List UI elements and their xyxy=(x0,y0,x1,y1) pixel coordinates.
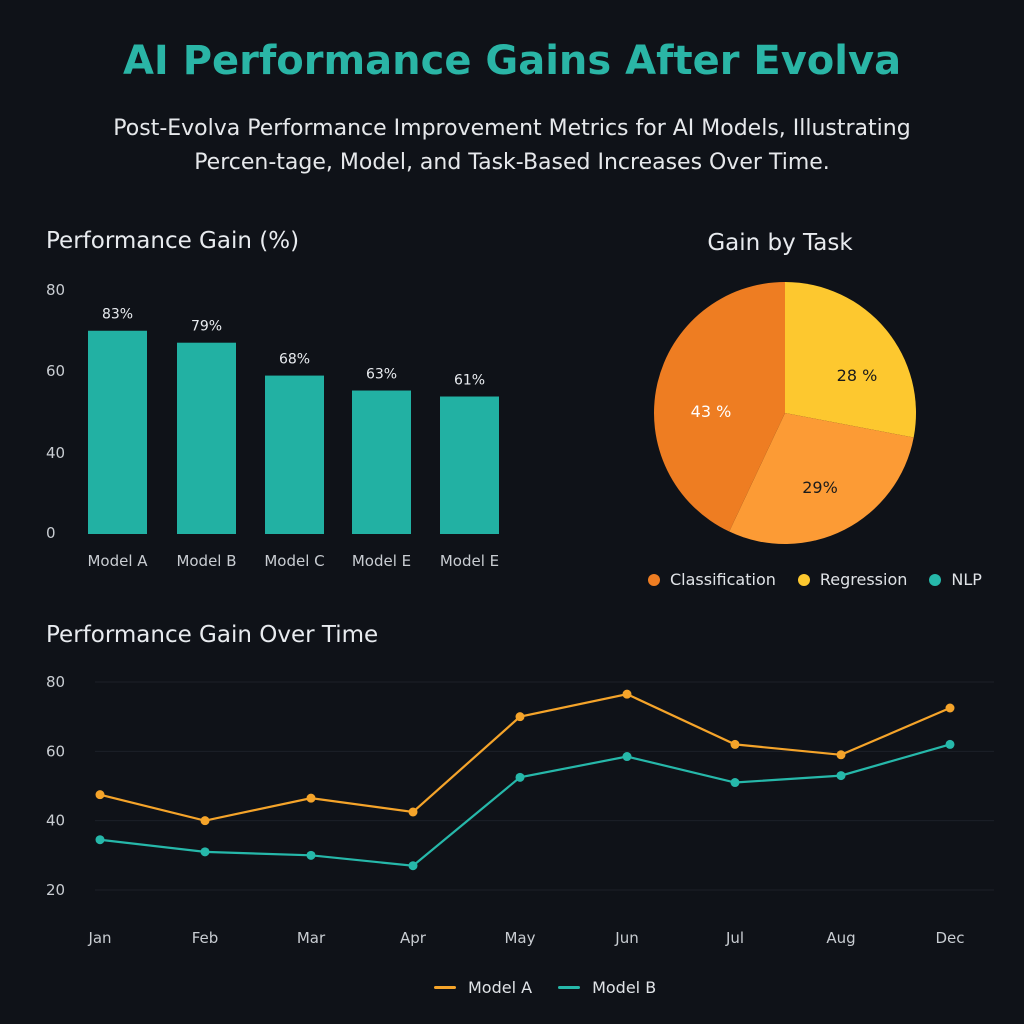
line-x-tick: Jan xyxy=(87,929,111,947)
bar-x-tick: Model E xyxy=(440,552,499,570)
series-point xyxy=(836,750,846,760)
bar-data-label: 68% xyxy=(279,352,310,368)
legend-label: Regression xyxy=(819,570,908,589)
series-point xyxy=(200,847,210,857)
series-point xyxy=(622,752,632,762)
pie-slice xyxy=(785,282,916,438)
line-x-tick: Jun xyxy=(614,929,638,947)
bar-y-tick: 0 xyxy=(46,524,56,542)
bar-data-label: 79% xyxy=(191,319,222,335)
series-point xyxy=(408,861,418,871)
line-x-tick: Feb xyxy=(192,929,219,947)
bar-y-tick: 40 xyxy=(46,444,65,462)
series-point xyxy=(622,689,632,699)
series-point xyxy=(945,703,955,713)
series-point xyxy=(408,807,418,817)
series-point xyxy=(95,790,105,800)
line-legend-item: Model A xyxy=(434,978,532,997)
bar-data-label: 63% xyxy=(366,367,397,383)
bar-x-tick: Model B xyxy=(176,552,236,570)
legend-label: NLP xyxy=(951,570,982,589)
series-point xyxy=(306,850,316,860)
bar-chart-title: Performance Gain (%) xyxy=(46,228,300,254)
bar-data-label: 61% xyxy=(454,373,485,389)
series-point xyxy=(836,771,846,781)
series-point xyxy=(95,835,105,845)
line-x-tick: Apr xyxy=(400,929,427,947)
line-y-tick: 60 xyxy=(46,742,65,760)
legend-dot-icon xyxy=(929,573,942,586)
line-y-tick: 20 xyxy=(46,881,65,899)
legend-dot-icon xyxy=(648,573,660,586)
pie-slice-label: 28 % xyxy=(837,366,878,385)
pie-slice-label: 43 % xyxy=(691,402,732,421)
series-point xyxy=(515,772,525,782)
bar xyxy=(177,342,236,534)
legend-line-icon xyxy=(434,986,456,989)
legend-label: Model A xyxy=(468,978,533,997)
line-legend-item: Model B xyxy=(558,978,656,997)
bar xyxy=(440,396,499,534)
legend-label: Model B xyxy=(592,978,657,997)
pie-slice xyxy=(654,282,785,532)
bar-y-tick: 80 xyxy=(46,281,65,299)
pie-legend: Classification Regression NLP xyxy=(648,570,982,589)
line-x-tick: Jul xyxy=(725,929,744,947)
subtitle: Post-Evolva Performance Improvement Metr… xyxy=(113,116,911,175)
series-line xyxy=(99,692,951,822)
legend-label: Classification xyxy=(670,570,776,589)
pie-chart-title: Gain by Task xyxy=(707,230,853,256)
series-point xyxy=(945,739,955,749)
line-x-tick: Aug xyxy=(826,929,855,947)
line-x-tick: May xyxy=(504,929,535,947)
pie-legend-item: Classification xyxy=(648,570,776,589)
series-point xyxy=(730,778,740,788)
series-point xyxy=(200,816,210,826)
bar-x-tick: Model E xyxy=(352,552,411,570)
line-chart-title: Performance Gain Over Time xyxy=(46,622,379,648)
bar-x-tick: Model A xyxy=(87,552,148,570)
series-point xyxy=(515,712,525,722)
bar-x-tick: Model C xyxy=(264,552,324,570)
legend-dot-icon xyxy=(797,573,810,586)
bar xyxy=(265,375,324,534)
pie-slice-label: 29% xyxy=(802,478,838,497)
line-x-tick: Mar xyxy=(297,929,326,947)
bar-data-label: 83% xyxy=(102,307,133,323)
series-line xyxy=(99,743,951,867)
pie-legend-item: NLP xyxy=(929,570,982,589)
bar xyxy=(352,390,411,534)
bar-y-tick: 60 xyxy=(46,362,65,380)
line-y-tick: 40 xyxy=(46,812,65,830)
line-legend: Model A Model B xyxy=(434,978,656,997)
pie-slice xyxy=(729,413,914,544)
series-point xyxy=(306,793,316,803)
legend-line-icon xyxy=(558,986,581,989)
line-y-tick: 80 xyxy=(46,673,65,691)
line-x-tick: Dec xyxy=(935,929,964,947)
pie-legend-item: Regression xyxy=(797,570,908,589)
bar xyxy=(88,330,147,534)
main-title: AI Performance Gains After Evolva xyxy=(122,38,902,84)
series-point xyxy=(730,739,740,749)
